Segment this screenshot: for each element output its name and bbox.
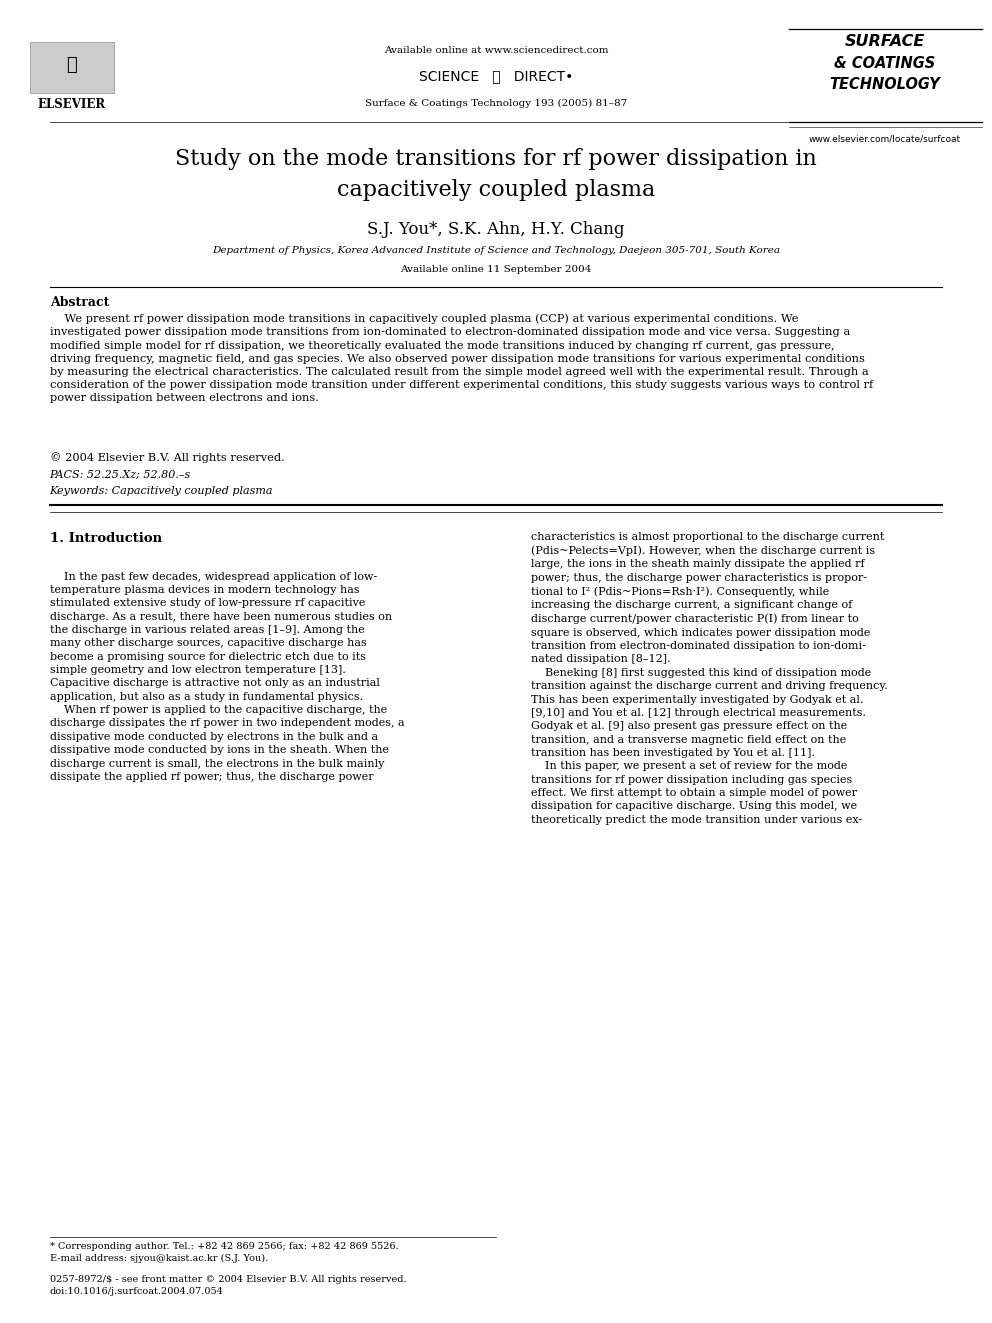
Text: 1. Introduction: 1. Introduction <box>50 532 162 545</box>
Text: SURFACE: SURFACE <box>845 34 925 49</box>
Text: Available online 11 September 2004: Available online 11 September 2004 <box>401 265 591 274</box>
Text: SCIENCE   ⓓ   DIRECT•: SCIENCE ⓓ DIRECT• <box>419 69 573 83</box>
Text: 🌲: 🌲 <box>66 57 76 74</box>
Text: characteristics is almost proportional to the discharge current
(Pdis~Pelects=Vp: characteristics is almost proportional t… <box>531 532 888 824</box>
Text: Study on the mode transitions for rf power dissipation in
capacitively coupled p: Study on the mode transitions for rf pow… <box>176 148 816 201</box>
Text: Available online at www.sciencedirect.com: Available online at www.sciencedirect.co… <box>384 46 608 56</box>
Text: We present rf power dissipation mode transitions in capacitively coupled plasma : We present rf power dissipation mode tra… <box>50 314 873 404</box>
Text: © 2004 Elsevier B.V. All rights reserved.: © 2004 Elsevier B.V. All rights reserved… <box>50 452 285 463</box>
Text: Department of Physics, Korea Advanced Institute of Science and Technology, Daeje: Department of Physics, Korea Advanced In… <box>212 246 780 255</box>
Text: Surface & Coatings Technology 193 (2005) 81–87: Surface & Coatings Technology 193 (2005)… <box>365 99 627 108</box>
Text: TECHNOLOGY: TECHNOLOGY <box>829 77 940 91</box>
Text: ELSEVIER: ELSEVIER <box>38 98 105 111</box>
Text: * Corresponding author. Tel.: +82 42 869 2566; fax: +82 42 869 5526.
E-mail addr: * Corresponding author. Tel.: +82 42 869… <box>50 1242 399 1263</box>
Text: PACS: 52.25.Xz; 52.80.–s: PACS: 52.25.Xz; 52.80.–s <box>50 470 190 480</box>
Text: In the past few decades, widespread application of low-
temperature plasma devic: In the past few decades, widespread appl… <box>50 572 404 782</box>
Text: & COATINGS: & COATINGS <box>834 56 935 70</box>
Text: 0257-8972/$ - see front matter © 2004 Elsevier B.V. All rights reserved.
doi:10.: 0257-8972/$ - see front matter © 2004 El… <box>50 1275 407 1297</box>
Text: S.J. You*, S.K. Ahn, H.Y. Chang: S.J. You*, S.K. Ahn, H.Y. Chang <box>367 221 625 238</box>
FancyBboxPatch shape <box>30 42 114 93</box>
Text: Keywords: Capacitively coupled plasma: Keywords: Capacitively coupled plasma <box>50 486 273 496</box>
Text: Abstract: Abstract <box>50 296 109 310</box>
Text: www.elsevier.com/locate/surfcoat: www.elsevier.com/locate/surfcoat <box>808 135 961 144</box>
